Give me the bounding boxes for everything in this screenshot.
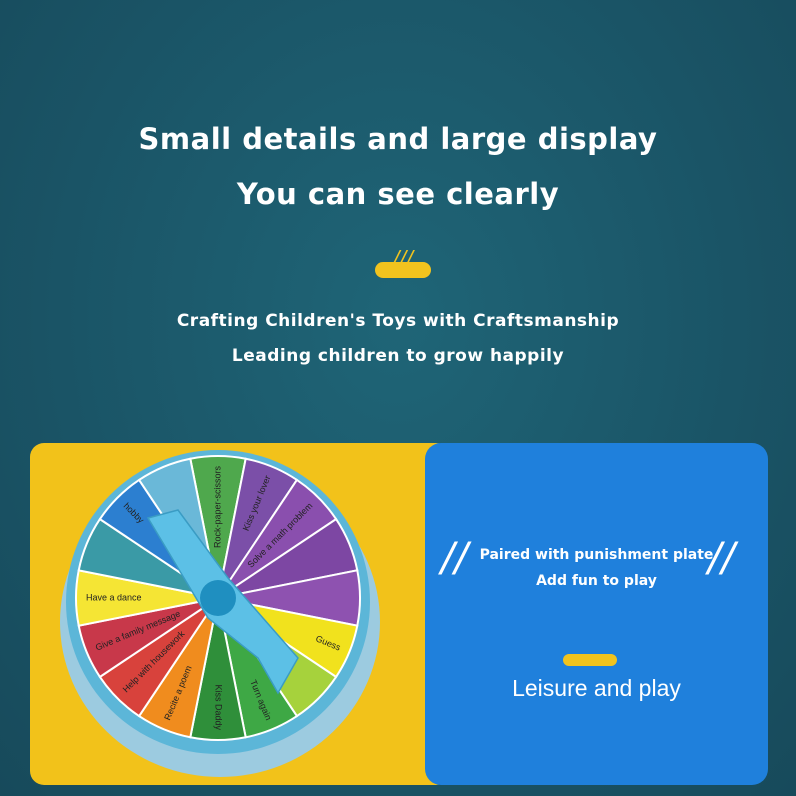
spinner-hub bbox=[200, 580, 236, 616]
info-line: Add fun to play bbox=[536, 573, 657, 589]
subtitle: Leading children to grow happily bbox=[231, 346, 565, 366]
wheel-label: Have a dance bbox=[86, 592, 142, 602]
wheel-label: Rock-paper-scissors bbox=[212, 466, 222, 549]
info-card: // // Paired with punishment plate Add f… bbox=[425, 443, 768, 785]
subtitle: Crafting Children's Toys with Craftsmans… bbox=[176, 311, 620, 331]
deco: // bbox=[441, 535, 468, 581]
title: You can see clearly bbox=[236, 177, 560, 211]
badge-mark: /// bbox=[392, 246, 414, 270]
caption: Leisure and play bbox=[512, 675, 681, 701]
badge bbox=[563, 654, 617, 666]
deco: // bbox=[708, 535, 735, 581]
badge bbox=[375, 262, 431, 278]
wheel: Rock-paper-scissors Kiss your loverSolve … bbox=[60, 450, 380, 777]
wheel-label: Kiss Daddy bbox=[214, 684, 224, 730]
title: Small details and large display bbox=[138, 122, 658, 156]
info-line: Paired with punishment plate bbox=[479, 547, 714, 563]
